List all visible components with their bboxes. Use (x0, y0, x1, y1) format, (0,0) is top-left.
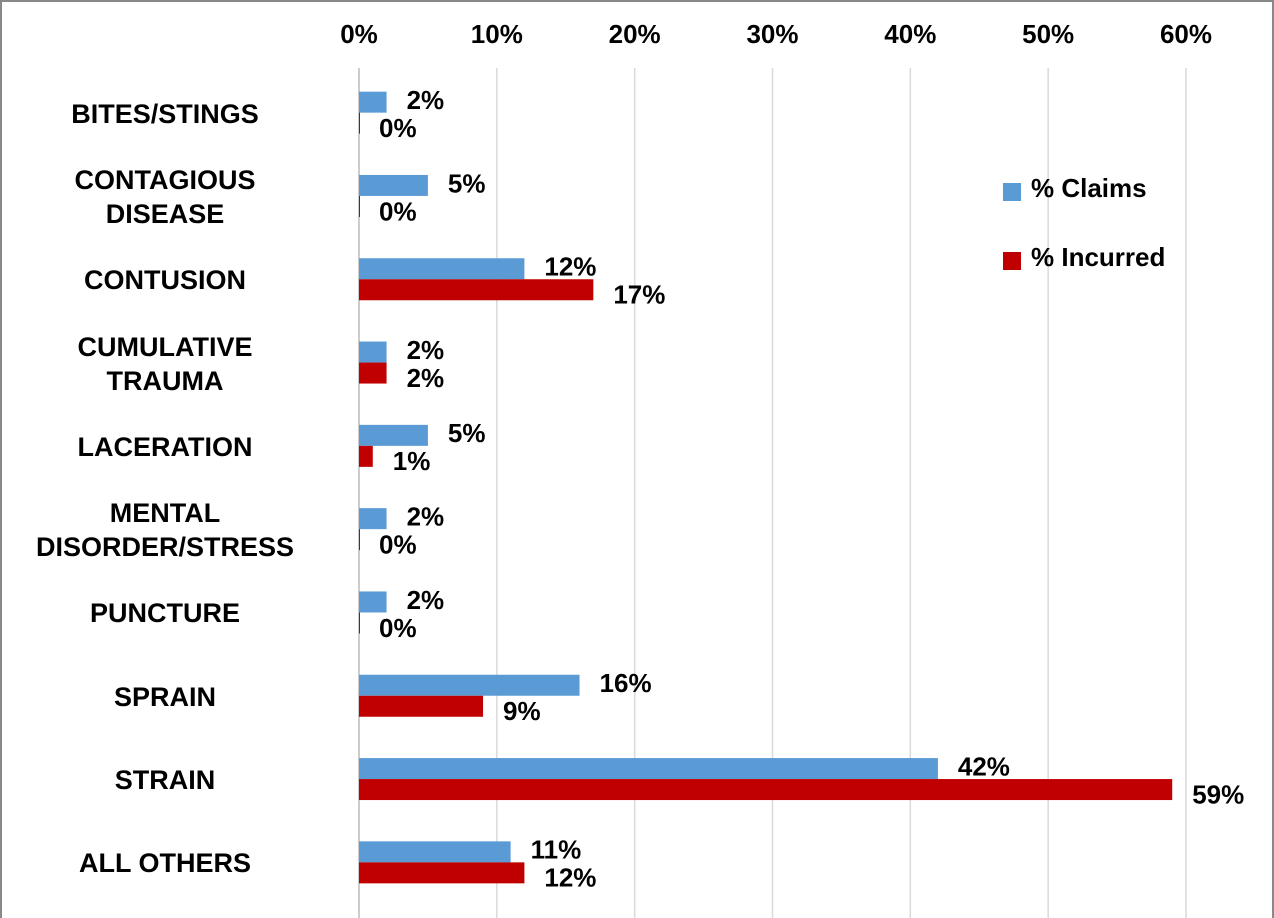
x-tick-label: 10% (471, 19, 523, 49)
bar (359, 195, 360, 217)
x-tick-label: 30% (746, 19, 798, 49)
category-label: CUMULATIVE TRAUMA (77, 331, 253, 396)
x-tick-label: 0% (340, 19, 378, 49)
category-label: LACERATION (77, 431, 253, 462)
bar (359, 591, 387, 613)
category-label: SPRAIN (113, 681, 216, 712)
data-label: 12% (544, 863, 596, 893)
data-label: 2% (407, 585, 445, 615)
bar (359, 758, 938, 780)
category-label: ALL OTHERS (78, 848, 251, 879)
bar (359, 862, 525, 884)
data-label: 5% (448, 168, 486, 198)
x-tick-label: 50% (1022, 19, 1074, 49)
legend-label: % Claims (1031, 173, 1147, 203)
legend-swatch (1003, 183, 1021, 201)
data-label: 2% (407, 335, 445, 365)
data-label: 0% (379, 113, 417, 143)
bar (359, 841, 511, 863)
data-label: 1% (393, 446, 431, 476)
data-label: 5% (448, 418, 486, 448)
data-label: 9% (503, 696, 541, 726)
category-label: BITES/STINGS (71, 98, 259, 129)
data-label: 17% (613, 280, 665, 310)
legend-label: % Incurred (1031, 242, 1165, 272)
bar (359, 612, 360, 634)
data-label: 11% (531, 835, 582, 865)
bar (359, 112, 360, 134)
data-label: 0% (379, 530, 417, 560)
bar (359, 674, 580, 696)
bar (359, 779, 1173, 801)
bar (359, 508, 387, 530)
data-label: 16% (600, 668, 652, 698)
data-label: 59% (1192, 779, 1244, 809)
category-label: MENTAL DISORDER/STRESS (35, 498, 295, 563)
bar (359, 258, 525, 280)
bar (359, 424, 428, 446)
bar (359, 695, 484, 717)
data-label: 2% (407, 363, 445, 393)
category-label: STRAIN (114, 765, 216, 796)
category-label: CONTAGIOUS DISEASE (74, 164, 256, 229)
category-label: CONTUSION (84, 265, 246, 296)
category-label: PUNCTURE (89, 598, 240, 629)
bar (359, 279, 594, 301)
legend-swatch (1003, 252, 1021, 270)
data-label: 0% (379, 613, 417, 643)
data-label: 2% (407, 85, 445, 115)
bar (359, 174, 428, 196)
bar (359, 91, 387, 113)
bar (359, 445, 373, 467)
x-tick-label: 60% (1160, 19, 1212, 49)
data-label: 42% (958, 751, 1010, 781)
data-label: 2% (407, 502, 445, 532)
data-label: 0% (379, 196, 417, 226)
x-tick-label: 20% (609, 19, 661, 49)
bar (359, 341, 387, 363)
x-tick-label: 40% (884, 19, 936, 49)
data-label: 12% (544, 252, 596, 282)
bar (359, 529, 360, 551)
bar (359, 362, 387, 384)
